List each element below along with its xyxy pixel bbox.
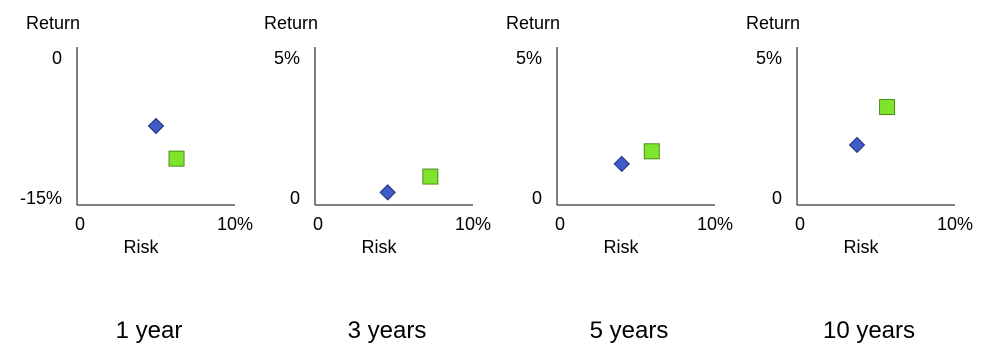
diamond-point [147, 117, 165, 135]
square-point [879, 99, 896, 116]
y-tick-label: 0 [52, 48, 62, 68]
x-tick-label: 10% [937, 214, 973, 234]
chart-title: 1 year [116, 317, 183, 344]
chart-title: 3 years [348, 317, 427, 344]
y-tick-label: 5% [756, 48, 782, 68]
x-tick-label: 10% [697, 214, 733, 234]
square-point [422, 168, 439, 185]
x-axis-label: Risk [604, 237, 640, 257]
x-tick-label: 0 [313, 214, 323, 234]
diamond-point [848, 136, 866, 154]
chart-title: 10 years [823, 317, 915, 344]
chart-title: 5 years [590, 317, 669, 344]
diamond-point [613, 155, 630, 173]
diamond-point [379, 184, 396, 201]
x-tick-label: 10% [217, 214, 253, 234]
x-tick-label: 0 [75, 214, 85, 234]
y-axis-label: Return [26, 13, 80, 33]
x-tick-label: 0 [795, 214, 805, 234]
y-axis-label: Return [746, 13, 800, 33]
y-axis-label: Return [264, 13, 318, 33]
x-tick-label: 10% [455, 214, 491, 234]
y-axis-label: Return [506, 13, 560, 33]
x-tick-label: 0 [555, 214, 565, 234]
x-axis-label: Risk [844, 237, 880, 257]
x-axis-label: Risk [124, 237, 160, 257]
square-point [643, 143, 660, 160]
square-point [168, 150, 185, 167]
y-tick-label: 0 [290, 188, 300, 208]
y-tick-label: -15% [20, 188, 62, 208]
y-tick-label: 0 [532, 188, 542, 208]
y-tick-label: 0 [772, 188, 782, 208]
y-tick-label: 5% [274, 48, 300, 68]
x-axis-label: Risk [362, 237, 398, 257]
y-tick-label: 5% [516, 48, 542, 68]
